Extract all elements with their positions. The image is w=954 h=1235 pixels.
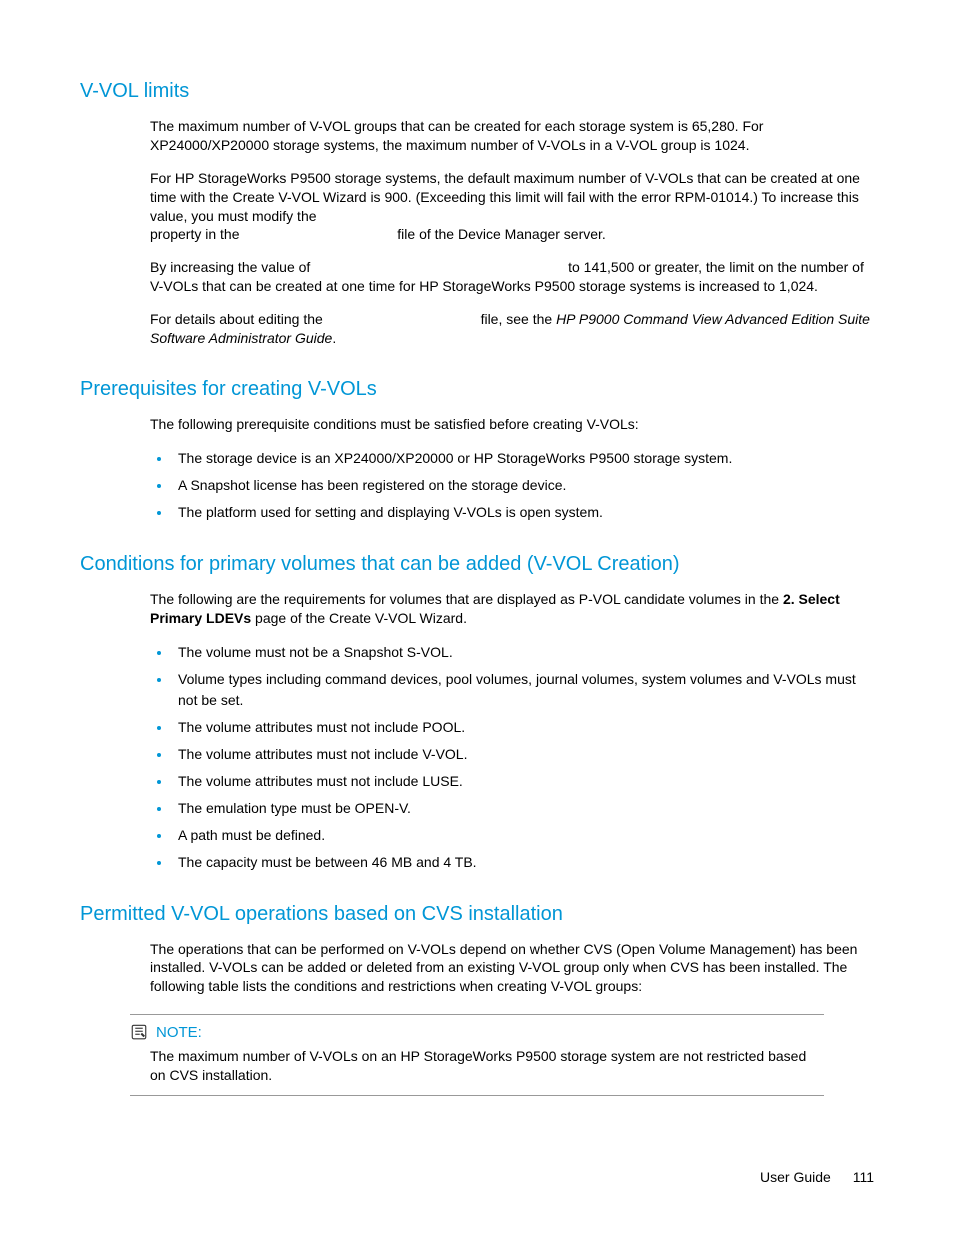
section-permitted-body: The operations that can be performed on … [150, 940, 874, 997]
text: . [332, 330, 336, 346]
text: file of the Device Manager server. [397, 226, 606, 242]
para: For HP StorageWorks P9500 storage system… [150, 169, 874, 245]
para: By increasing the value of to 141,500 or… [150, 258, 874, 296]
para: The following are the requirements for v… [150, 590, 874, 628]
section-prereq-body: The following prerequisite conditions mu… [150, 415, 874, 523]
text: The following are the requirements for v… [150, 591, 783, 607]
text: For HP StorageWorks P9500 storage system… [150, 170, 860, 224]
para: The following prerequisite conditions mu… [150, 415, 874, 434]
heading-vvol-limits: V-VOL limits [80, 80, 874, 103]
note-icon [130, 1023, 148, 1041]
para: The maximum number of V-VOL groups that … [150, 117, 874, 155]
list-item: The volume attributes must not include V… [172, 744, 874, 765]
list-item: Volume types including command devices, … [172, 669, 874, 711]
text: page of the Create V-VOL Wizard. [251, 610, 467, 626]
note-rule-bottom [130, 1095, 824, 1096]
note-header: NOTE: [130, 1023, 824, 1041]
heading-prerequisites: Prerequisites for creating V-VOLs [80, 378, 874, 401]
text: file, see the [481, 311, 557, 327]
note-label: NOTE: [156, 1024, 202, 1041]
text: By increasing the value of [150, 259, 310, 275]
heading-conditions: Conditions for primary volumes that can … [80, 553, 874, 576]
note-rule-top [130, 1014, 824, 1015]
prereq-list: The storage device is an XP24000/XP20000… [150, 448, 874, 523]
list-item: The volume attributes must not include P… [172, 717, 874, 738]
section-conditions-body: The following are the requirements for v… [150, 590, 874, 873]
text: property in the [150, 226, 240, 242]
list-item: The volume attributes must not include L… [172, 771, 874, 792]
note-text: The maximum number of V-VOLs on an HP St… [130, 1047, 824, 1085]
para: For details about editing the file, see … [150, 310, 874, 348]
list-item: The emulation type must be OPEN-V. [172, 798, 874, 819]
page-number: 111 [853, 1169, 874, 1185]
section-vvol-limits-body: The maximum number of V-VOL groups that … [150, 117, 874, 348]
list-item: The storage device is an XP24000/XP20000… [172, 448, 874, 469]
footer-label: User Guide [760, 1169, 831, 1185]
list-item: A path must be defined. [172, 825, 874, 846]
conditions-list: The volume must not be a Snapshot S-VOL.… [150, 642, 874, 873]
heading-permitted: Permitted V-VOL operations based on CVS … [80, 903, 874, 926]
text: For details about editing the [150, 311, 323, 327]
para: The operations that can be performed on … [150, 940, 874, 997]
list-item: The capacity must be between 46 MB and 4… [172, 852, 874, 873]
list-item: The platform used for setting and displa… [172, 502, 874, 523]
page: V-VOL limits The maximum number of V-VOL… [0, 0, 954, 1235]
list-item: The volume must not be a Snapshot S-VOL. [172, 642, 874, 663]
page-footer: User Guide 111 [760, 1169, 874, 1185]
note-block: NOTE: The maximum number of V-VOLs on an… [130, 1014, 824, 1096]
list-item: A Snapshot license has been registered o… [172, 475, 874, 496]
